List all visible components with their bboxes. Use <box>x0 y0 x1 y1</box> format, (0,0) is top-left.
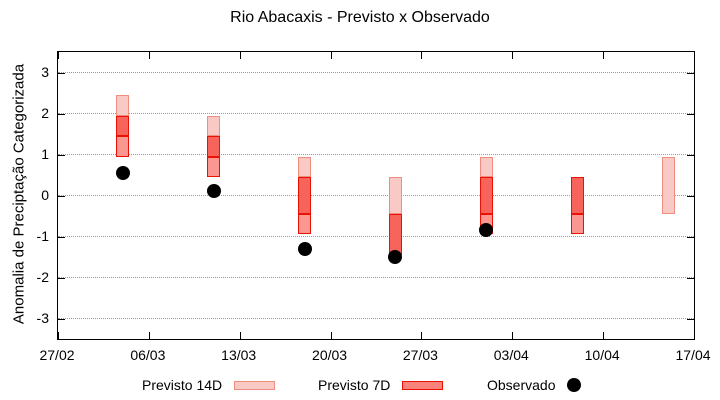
x-tick <box>148 52 150 59</box>
forecast-bar-segment <box>479 156 493 178</box>
x-tick <box>421 332 423 339</box>
x-tick <box>603 52 605 59</box>
legend: Previsto 14D Previsto 7D Observado <box>0 376 720 398</box>
x-tick-label: 27/02 <box>39 347 75 363</box>
x-tick <box>330 52 332 59</box>
forecast-bar-segment <box>661 156 675 214</box>
y-tick <box>58 195 65 197</box>
y-tick <box>687 113 694 115</box>
forecast-bar-segment <box>479 177 493 214</box>
observado-point <box>206 184 221 199</box>
x-tick-label: 03/04 <box>493 347 529 363</box>
legend-label-previsto-14d: Previsto 14D <box>142 377 223 393</box>
legend-item-previsto-14d: Previsto 14D <box>142 376 276 394</box>
gridline <box>58 318 694 319</box>
y-tick <box>58 277 65 279</box>
y-tick <box>58 113 65 115</box>
previsto-14d-swatch-icon <box>234 380 276 390</box>
plot-area <box>57 51 695 340</box>
forecast-bar-segment <box>298 213 312 235</box>
forecast-bar-segment <box>570 213 584 235</box>
x-tick-label: 27/03 <box>402 347 438 363</box>
x-tick-label: 06/03 <box>130 347 166 363</box>
gridline <box>58 154 694 155</box>
y-tick <box>687 318 694 320</box>
legend-item-observado: Observado <box>487 376 582 394</box>
forecast-bar-segment <box>298 156 312 178</box>
x-tick <box>58 52 59 59</box>
y-tick-label: -1 <box>36 227 49 244</box>
y-tick <box>58 236 65 238</box>
observado-dot-icon <box>567 378 582 392</box>
x-tick-label: 17/04 <box>675 347 711 363</box>
y-tick-label: 0 <box>41 186 49 203</box>
x-tick-label: 13/03 <box>221 347 257 363</box>
x-tick <box>512 332 514 339</box>
y-tick <box>58 72 65 74</box>
gridline <box>58 195 694 196</box>
x-tick <box>239 52 241 59</box>
forecast-bar-segment <box>116 115 130 137</box>
legend-label-observado: Observado <box>487 377 556 393</box>
forecast-bar-segment <box>207 136 221 157</box>
x-tick <box>148 332 150 339</box>
forecast-bar-segment <box>570 177 584 214</box>
y-tick-label: -3 <box>36 309 49 326</box>
x-tick-label: 20/03 <box>312 347 348 363</box>
x-tick <box>239 332 241 339</box>
observado-point <box>115 165 130 180</box>
legend-item-previsto-7d: Previsto 7D <box>318 376 444 394</box>
x-tick <box>694 332 695 339</box>
y-tick <box>687 277 694 279</box>
gridline <box>58 72 694 73</box>
x-tick <box>512 52 514 59</box>
gridline <box>58 236 694 237</box>
gridline <box>58 277 694 278</box>
y-tick <box>58 318 65 320</box>
y-tick-label: 2 <box>41 104 49 121</box>
y-tick <box>687 154 694 156</box>
legend-label-previsto-7d: Previsto 7D <box>318 377 391 393</box>
y-tick <box>687 72 694 74</box>
forecast-bar-segment <box>298 177 312 214</box>
y-tick-label: 3 <box>41 63 49 80</box>
chart-title: Rio Abacaxis - Previsto x Observado <box>230 9 490 26</box>
y-tick <box>58 154 65 156</box>
x-tick <box>421 52 423 59</box>
x-tick <box>603 332 605 339</box>
forecast-bar-segment <box>207 115 221 137</box>
y-tick <box>687 236 694 238</box>
x-tick <box>330 332 332 339</box>
observado-point <box>297 241 312 256</box>
forecast-bar-segment <box>388 177 402 214</box>
observado-point <box>479 223 494 238</box>
x-tick <box>58 332 59 339</box>
x-tick-label: 10/04 <box>584 347 620 363</box>
y-tick-label: 1 <box>41 145 49 162</box>
forecast-bar-segment <box>388 213 402 255</box>
forecast-bar-segment <box>207 156 221 178</box>
x-tick <box>694 52 695 59</box>
y-tick <box>687 195 694 197</box>
forecast-bar-segment <box>116 95 130 116</box>
y-tick-label: -2 <box>36 268 49 285</box>
previsto-7d-swatch-icon <box>402 380 444 390</box>
forecast-bar-segment <box>116 136 130 157</box>
observado-point <box>388 250 403 264</box>
gridline <box>58 113 694 114</box>
